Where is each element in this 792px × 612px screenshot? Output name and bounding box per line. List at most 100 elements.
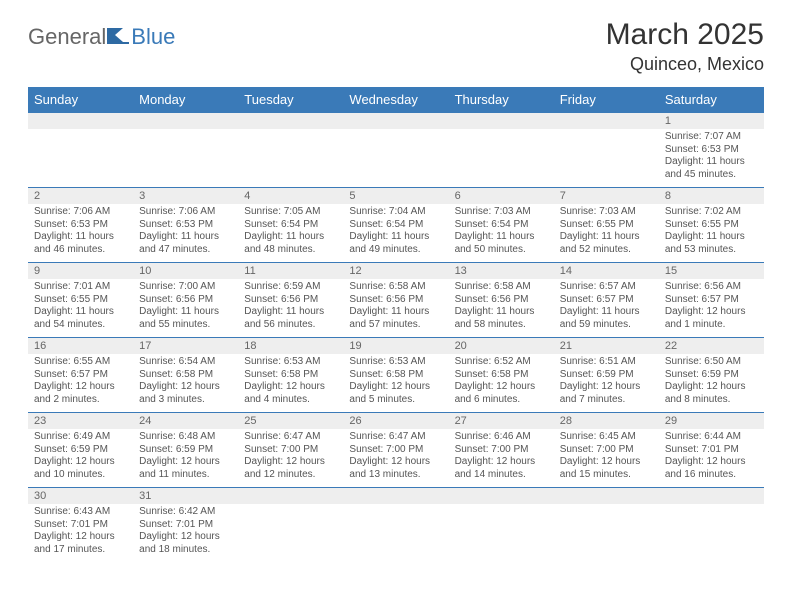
- sunset-text: Sunset: 6:56 PM: [244, 294, 337, 307]
- sunrise-text: Sunrise: 6:53 AM: [244, 356, 337, 369]
- sunset-text: Sunset: 6:53 PM: [139, 219, 232, 232]
- day-cell: Sunrise: 6:42 AMSunset: 7:01 PMDaylight:…: [133, 504, 238, 562]
- sunset-text: Sunset: 6:55 PM: [665, 219, 758, 232]
- daylight-text: Daylight: 11 hours and 47 minutes.: [139, 231, 232, 256]
- sunset-text: Sunset: 6:56 PM: [455, 294, 548, 307]
- day-cell: Sunrise: 6:49 AMSunset: 6:59 PMDaylight:…: [28, 429, 133, 488]
- sunrise-text: Sunrise: 7:05 AM: [244, 206, 337, 219]
- date-cell: 14: [554, 263, 659, 280]
- daylight-text: Daylight: 12 hours and 12 minutes.: [244, 456, 337, 481]
- sunset-text: Sunset: 6:58 PM: [455, 369, 548, 382]
- sunrise-text: Sunrise: 6:47 AM: [349, 431, 442, 444]
- sunset-text: Sunset: 6:59 PM: [34, 444, 127, 457]
- location: Quinceo, Mexico: [606, 54, 764, 75]
- date-cell: [659, 488, 764, 505]
- dayname-wed: Wednesday: [343, 87, 448, 113]
- date-cell: 12: [343, 263, 448, 280]
- day-cell: [554, 504, 659, 562]
- dayname-tue: Tuesday: [238, 87, 343, 113]
- sunrise-text: Sunrise: 6:51 AM: [560, 356, 653, 369]
- day-cell: Sunrise: 7:03 AMSunset: 6:54 PMDaylight:…: [449, 204, 554, 263]
- date-row: 23242526272829: [28, 413, 764, 430]
- day-cell: Sunrise: 6:47 AMSunset: 7:00 PMDaylight:…: [343, 429, 448, 488]
- daylight-text: Daylight: 12 hours and 8 minutes.: [665, 381, 758, 406]
- day-cell: [554, 129, 659, 188]
- day-cell: Sunrise: 6:58 AMSunset: 6:56 PMDaylight:…: [449, 279, 554, 338]
- sunset-text: Sunset: 6:58 PM: [244, 369, 337, 382]
- sunset-text: Sunset: 6:54 PM: [244, 219, 337, 232]
- date-cell: [343, 488, 448, 505]
- date-cell: 9: [28, 263, 133, 280]
- daylight-text: Daylight: 11 hours and 54 minutes.: [34, 306, 127, 331]
- day-cell: Sunrise: 7:02 AMSunset: 6:55 PMDaylight:…: [659, 204, 764, 263]
- calendar-body: 1Sunrise: 7:07 AMSunset: 6:53 PMDaylight…: [28, 113, 764, 563]
- sunset-text: Sunset: 7:00 PM: [560, 444, 653, 457]
- date-cell: 2: [28, 188, 133, 205]
- daylight-text: Daylight: 11 hours and 48 minutes.: [244, 231, 337, 256]
- data-row: Sunrise: 6:55 AMSunset: 6:57 PMDaylight:…: [28, 354, 764, 413]
- day-cell: [343, 504, 448, 562]
- daylight-text: Daylight: 11 hours and 49 minutes.: [349, 231, 442, 256]
- daylight-text: Daylight: 12 hours and 2 minutes.: [34, 381, 127, 406]
- date-cell: [343, 113, 448, 130]
- daylight-text: Daylight: 11 hours and 56 minutes.: [244, 306, 337, 331]
- date-cell: [133, 113, 238, 130]
- daylight-text: Daylight: 11 hours and 45 minutes.: [665, 156, 758, 181]
- day-cell: Sunrise: 7:01 AMSunset: 6:55 PMDaylight:…: [28, 279, 133, 338]
- sunset-text: Sunset: 6:53 PM: [665, 144, 758, 157]
- date-row: 3031: [28, 488, 764, 505]
- sunset-text: Sunset: 6:54 PM: [349, 219, 442, 232]
- sunrise-text: Sunrise: 6:57 AM: [560, 281, 653, 294]
- sunset-text: Sunset: 6:54 PM: [455, 219, 548, 232]
- sunrise-text: Sunrise: 6:43 AM: [34, 506, 127, 519]
- date-cell: 30: [28, 488, 133, 505]
- sunrise-text: Sunrise: 7:02 AM: [665, 206, 758, 219]
- day-cell: [133, 129, 238, 188]
- sunset-text: Sunset: 7:01 PM: [139, 519, 232, 532]
- daylight-text: Daylight: 11 hours and 52 minutes.: [560, 231, 653, 256]
- day-cell: Sunrise: 6:47 AMSunset: 7:00 PMDaylight:…: [238, 429, 343, 488]
- day-cell: Sunrise: 6:44 AMSunset: 7:01 PMDaylight:…: [659, 429, 764, 488]
- day-cell: Sunrise: 7:05 AMSunset: 6:54 PMDaylight:…: [238, 204, 343, 263]
- sunset-text: Sunset: 6:56 PM: [139, 294, 232, 307]
- daylight-text: Daylight: 12 hours and 18 minutes.: [139, 531, 232, 556]
- date-cell: 8: [659, 188, 764, 205]
- day-cell: Sunrise: 6:50 AMSunset: 6:59 PMDaylight:…: [659, 354, 764, 413]
- sunrise-text: Sunrise: 6:56 AM: [665, 281, 758, 294]
- daylight-text: Daylight: 12 hours and 14 minutes.: [455, 456, 548, 481]
- date-cell: [238, 113, 343, 130]
- day-cell: Sunrise: 6:52 AMSunset: 6:58 PMDaylight:…: [449, 354, 554, 413]
- logo-text-general: General: [28, 24, 106, 50]
- sunrise-text: Sunrise: 6:44 AM: [665, 431, 758, 444]
- data-row: Sunrise: 7:06 AMSunset: 6:53 PMDaylight:…: [28, 204, 764, 263]
- date-row: 1: [28, 113, 764, 130]
- date-cell: 27: [449, 413, 554, 430]
- date-cell: 5: [343, 188, 448, 205]
- data-row: Sunrise: 7:01 AMSunset: 6:55 PMDaylight:…: [28, 279, 764, 338]
- day-cell: [659, 504, 764, 562]
- data-row: Sunrise: 6:49 AMSunset: 6:59 PMDaylight:…: [28, 429, 764, 488]
- date-cell: [28, 113, 133, 130]
- date-cell: [449, 113, 554, 130]
- title-block: March 2025 Quinceo, Mexico: [606, 18, 764, 75]
- day-cell: Sunrise: 6:57 AMSunset: 6:57 PMDaylight:…: [554, 279, 659, 338]
- sunrise-text: Sunrise: 6:48 AM: [139, 431, 232, 444]
- sunset-text: Sunset: 7:01 PM: [34, 519, 127, 532]
- sunrise-text: Sunrise: 6:50 AM: [665, 356, 758, 369]
- daylight-text: Daylight: 12 hours and 4 minutes.: [244, 381, 337, 406]
- daylight-text: Daylight: 12 hours and 17 minutes.: [34, 531, 127, 556]
- sunset-text: Sunset: 6:56 PM: [349, 294, 442, 307]
- data-row: Sunrise: 6:43 AMSunset: 7:01 PMDaylight:…: [28, 504, 764, 562]
- date-cell: 21: [554, 338, 659, 355]
- sunset-text: Sunset: 6:57 PM: [34, 369, 127, 382]
- date-cell: 16: [28, 338, 133, 355]
- sunset-text: Sunset: 6:55 PM: [560, 219, 653, 232]
- sunset-text: Sunset: 6:53 PM: [34, 219, 127, 232]
- day-cell: Sunrise: 6:45 AMSunset: 7:00 PMDaylight:…: [554, 429, 659, 488]
- sunrise-text: Sunrise: 7:06 AM: [34, 206, 127, 219]
- sunset-text: Sunset: 7:01 PM: [665, 444, 758, 457]
- day-cell: [238, 129, 343, 188]
- day-cell: Sunrise: 6:54 AMSunset: 6:58 PMDaylight:…: [133, 354, 238, 413]
- sunrise-text: Sunrise: 7:06 AM: [139, 206, 232, 219]
- date-cell: 19: [343, 338, 448, 355]
